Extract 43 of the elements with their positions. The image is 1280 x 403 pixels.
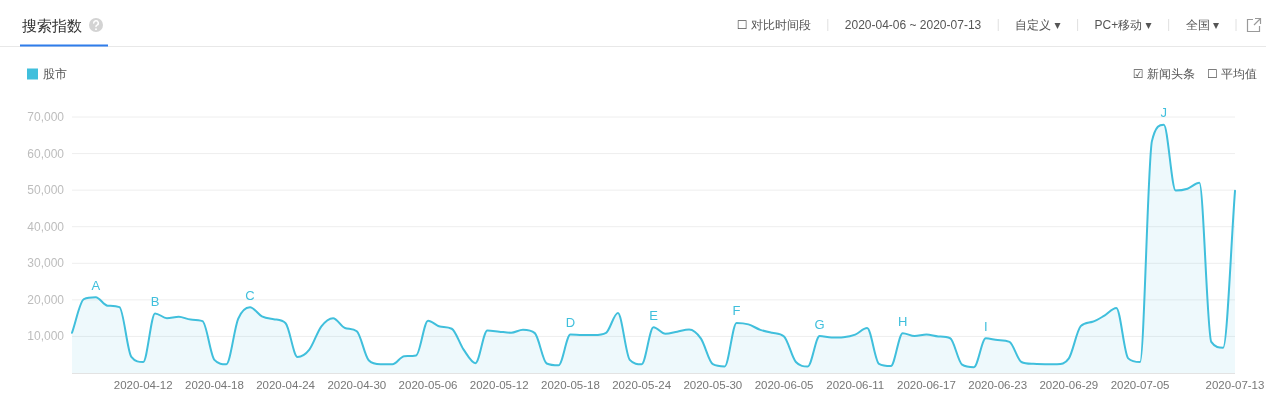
x-tick-label: 2020-06-23 bbox=[968, 379, 1028, 391]
y-tick-label: 10,000 bbox=[27, 329, 65, 344]
chart-title: 搜索指数 bbox=[22, 16, 82, 34]
text: ☐ 对比时间段 bbox=[736, 18, 811, 32]
annotation: A bbox=[91, 277, 101, 293]
x-tick-label: 2020-06-11 bbox=[826, 379, 885, 391]
annotation: D bbox=[565, 315, 576, 331]
legend-item: 股市 bbox=[27, 67, 67, 81]
y-tick-label: 30,000 bbox=[27, 256, 65, 271]
text: ☐ 平均值 bbox=[1206, 67, 1257, 81]
annotation: F bbox=[732, 303, 741, 319]
annotation: H bbox=[898, 313, 908, 329]
x-tick-label: 2020-04-18 bbox=[184, 379, 244, 391]
x-tick-label: 2020-06-05 bbox=[754, 379, 814, 391]
text: ☑ 新闻头条 bbox=[1132, 67, 1195, 81]
annotation: G bbox=[814, 316, 825, 332]
annotation: B bbox=[150, 293, 160, 309]
x-tick-label: 2020-04-30 bbox=[327, 379, 387, 391]
x-tick-label: 2020-05-30 bbox=[683, 379, 743, 391]
annotation: J bbox=[1160, 105, 1168, 121]
legend-label: 股市 bbox=[43, 67, 67, 81]
y-tick-label: 40,000 bbox=[27, 219, 65, 234]
x-tick-label: 2020-06-29 bbox=[1039, 379, 1099, 391]
y-tick-label: 60,000 bbox=[27, 146, 65, 161]
x-tick-label: 2020-07-13 bbox=[1205, 379, 1265, 391]
y-tick-label: 20,000 bbox=[27, 292, 65, 307]
annotation: I bbox=[983, 318, 988, 334]
text: 全国 ▾ bbox=[1185, 18, 1219, 32]
text: PC+移动 ▾ bbox=[1094, 18, 1152, 32]
x-tick-label: 2020-07-05 bbox=[1110, 379, 1170, 391]
y-tick-label: 70,000 bbox=[27, 110, 65, 124]
y-tick-label: 50,000 bbox=[27, 183, 65, 198]
annotation: C bbox=[245, 287, 255, 303]
x-tick-label: 2020-05-18 bbox=[541, 379, 600, 391]
x-tick-label: 2020-05-06 bbox=[398, 379, 458, 391]
text: 2020-04-06 ~ 2020-07-13 bbox=[844, 18, 982, 32]
text: 自定义 ▾ bbox=[1015, 18, 1061, 32]
x-tick-label: 2020-05-24 bbox=[612, 379, 672, 391]
x-tick-label: 2020-04-12 bbox=[113, 379, 173, 391]
x-tick-label: 2020-04-24 bbox=[256, 379, 316, 391]
annotation: E bbox=[649, 307, 659, 323]
x-tick-label: 2020-05-12 bbox=[469, 379, 529, 391]
x-tick-label: 2020-06-17 bbox=[897, 379, 956, 391]
